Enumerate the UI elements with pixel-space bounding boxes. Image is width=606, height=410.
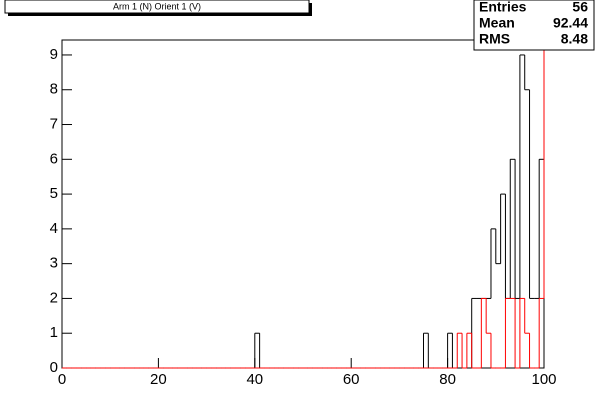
stat-value: 56 <box>572 0 588 15</box>
y-tick-label: 4 <box>50 220 58 237</box>
stat-label: Entries <box>479 0 527 15</box>
chart-title: Arm 1 (N) Orient 1 (V) <box>113 1 201 11</box>
y-tick-label: 0 <box>50 359 58 376</box>
y-tick-label: 3 <box>50 255 58 272</box>
x-tick-label: 80 <box>439 371 456 388</box>
y-tick-label: 5 <box>50 185 58 202</box>
y-tick-label: 8 <box>50 81 58 98</box>
stat-value: 92.44 <box>553 15 588 31</box>
x-tick-label: 0 <box>58 371 66 388</box>
y-tick-label: 2 <box>50 289 58 306</box>
y-tick-label: 6 <box>50 150 58 167</box>
y-tick-label: 7 <box>50 115 58 132</box>
x-tick-label: 40 <box>246 371 263 388</box>
y-tick-label: 9 <box>50 46 58 63</box>
stat-value: 8.48 <box>561 31 588 47</box>
stat-label: RMS <box>479 31 510 47</box>
x-tick-label: 100 <box>531 371 556 388</box>
stats-box <box>473 0 595 51</box>
x-tick-label: 20 <box>150 371 167 388</box>
y-tick-label: 1 <box>50 324 58 341</box>
stat-label: Mean <box>479 15 515 31</box>
x-tick-label: 60 <box>343 371 360 388</box>
title-box <box>4 0 310 14</box>
